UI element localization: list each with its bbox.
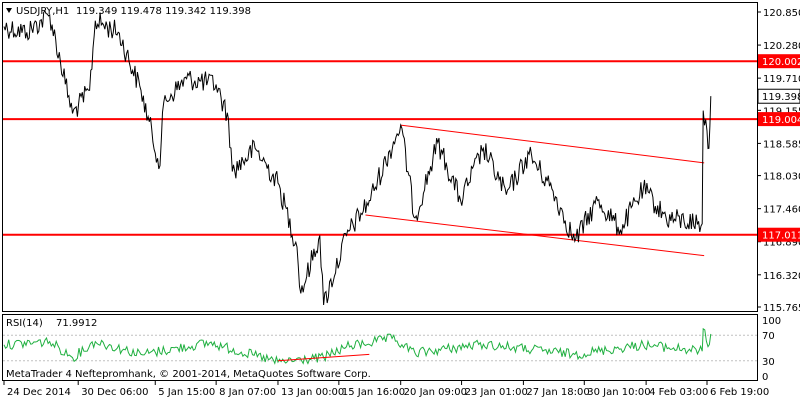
time-tick-label: 5 Jan 15:00: [158, 387, 215, 398]
level-label-box: [758, 112, 800, 127]
price-tick-label: 120.280: [763, 41, 800, 52]
rsi-series-line: [3, 327, 712, 365]
rsi-axis-bottom: 0: [762, 372, 768, 383]
level-label: 119.004: [762, 115, 800, 126]
channel-upper-line[interactable]: [400, 124, 705, 164]
rsi-panel-border: [2, 314, 758, 381]
rsi-indicator-label: RSI(14): [6, 318, 43, 329]
rsi-level-lines: 70 30: [3, 331, 775, 368]
price-series-line: [3, 10, 712, 306]
price-tick-label: 117.460: [763, 205, 800, 216]
rsi-indicator-value: 71.9912: [56, 318, 97, 329]
ohlc-readout: 119.349 119.478 119.342 119.398: [76, 6, 251, 17]
time-axis: 24 Dec 2014 30 Dec 06:00 5 Jan 15:00 8 Jan …: [3, 381, 769, 398]
time-tick-label: 20 Jan 09:00: [404, 387, 467, 398]
level-label: 120.002: [762, 57, 800, 68]
rsi-axis: 100 0: [762, 316, 781, 383]
price-tick-label: 116.890: [763, 238, 800, 249]
price-tick-label: 115.765: [763, 303, 800, 314]
time-tick-label: 13 Jan 00:00: [281, 387, 344, 398]
chart-header: USDJPY,H1 119.349 119.478 119.342 119.39…: [6, 6, 251, 17]
rsi-header: RSI(14) 71.9912: [6, 318, 97, 329]
symbol-dropdown-icon[interactable]: [6, 8, 12, 13]
time-tick-label: 24 Dec 2014: [7, 387, 71, 398]
time-tick-label: 30 Dec 06:00: [81, 387, 148, 398]
rsi-tick-label: 30: [762, 357, 775, 368]
price-tick-label: 119.710: [763, 74, 800, 85]
price-tick-label: 116.320: [763, 271, 800, 282]
price-axis: 120.850 120.280 119.710 119.155 118.585 118.0…: [757, 8, 800, 314]
level-price-labels: 120.002 119.004 117.011: [758, 54, 800, 242]
copyright-text: MetaTrader 4 Neftepromhank, © 2001-2014,…: [6, 369, 371, 380]
price-tick-label: 119.155: [763, 106, 800, 117]
symbol-label: USDJPY,H1: [16, 6, 69, 17]
time-tick-label: 8 Jan 07:00: [219, 387, 276, 398]
current-price-label: 119.398: [762, 92, 800, 103]
level-label-box: [758, 54, 800, 69]
rsi-axis-top: 100: [762, 316, 781, 327]
time-tick-label: 4 Feb 03:00: [649, 387, 708, 398]
current-price-box: [757, 88, 800, 104]
rsi-tick-label: 70: [762, 331, 775, 342]
current-price-marker: 119.398: [757, 88, 800, 104]
rsi-trendline: [277, 353, 370, 362]
time-tick-label: 27 Jan 18:00: [526, 387, 589, 398]
time-tick-label: 23 Jan 01:00: [465, 387, 528, 398]
price-panel-border: [2, 2, 758, 312]
time-tick-label: 30 Jan 10:00: [587, 387, 650, 398]
price-tick-label: 120.850: [763, 8, 800, 19]
trend-channel: [365, 124, 705, 257]
time-tick-label: 6 Feb 19:00: [710, 387, 769, 398]
channel-lower-line[interactable]: [365, 214, 705, 257]
level-label: 117.011: [762, 231, 800, 242]
time-tick-label: 15 Jan 16:00: [342, 387, 405, 398]
price-tick-label: 118.585: [763, 139, 800, 150]
price-tick-label: 118.030: [763, 172, 800, 183]
level-label-box: [758, 227, 800, 242]
